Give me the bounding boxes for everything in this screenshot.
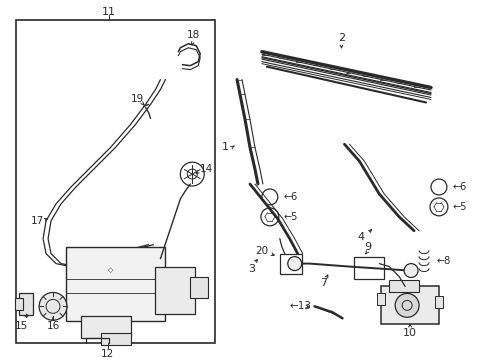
Bar <box>101 333 130 345</box>
Bar <box>381 287 438 324</box>
Circle shape <box>287 257 301 271</box>
Text: 14: 14 <box>200 164 213 174</box>
Bar <box>388 280 418 292</box>
Bar <box>354 257 384 279</box>
Bar <box>434 296 442 309</box>
Bar <box>16 20 215 343</box>
Bar <box>15 298 23 310</box>
Text: 9: 9 <box>364 242 371 252</box>
Text: 2: 2 <box>337 33 345 43</box>
Text: 19: 19 <box>130 94 143 104</box>
Text: ◇: ◇ <box>108 267 113 274</box>
Text: 12: 12 <box>101 349 114 359</box>
Text: 17: 17 <box>31 216 44 226</box>
Text: ←5: ←5 <box>283 212 298 222</box>
Bar <box>19 293 33 315</box>
Text: 16: 16 <box>46 321 60 331</box>
Text: ←6: ←6 <box>283 192 297 202</box>
Circle shape <box>39 292 67 320</box>
Text: ←8: ←8 <box>436 256 450 266</box>
Text: 10: 10 <box>402 328 416 338</box>
Bar <box>279 254 301 274</box>
Text: 15: 15 <box>15 321 28 331</box>
Circle shape <box>403 264 417 278</box>
Text: 18: 18 <box>186 30 200 40</box>
Text: 1: 1 <box>222 142 229 152</box>
Bar <box>155 266 195 314</box>
Text: 11: 11 <box>102 7 116 17</box>
Circle shape <box>394 293 418 317</box>
Bar <box>190 276 208 298</box>
Text: ←13: ←13 <box>289 301 311 311</box>
Text: 20: 20 <box>254 246 267 256</box>
Text: 7: 7 <box>319 279 326 288</box>
Text: ←5: ←5 <box>452 202 467 212</box>
Text: 3: 3 <box>247 264 254 274</box>
Bar <box>81 316 130 338</box>
Bar <box>377 293 385 305</box>
Bar <box>66 247 165 321</box>
Text: ←6: ←6 <box>452 182 466 192</box>
Text: 4: 4 <box>357 232 364 242</box>
